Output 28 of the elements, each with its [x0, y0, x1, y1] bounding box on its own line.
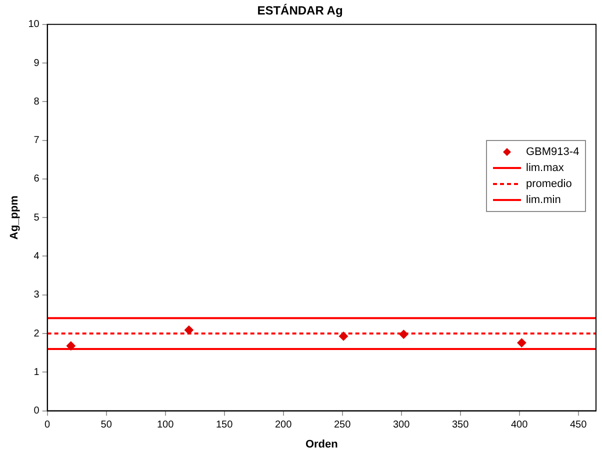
x-tick-label: 400	[510, 420, 528, 431]
y-tick-label: 2	[34, 328, 40, 340]
y-tick-label: 6	[34, 174, 40, 185]
x-axis-title: Orden	[305, 438, 338, 450]
y-tick-label: 3	[34, 290, 40, 301]
y-tick-label: 9	[34, 58, 40, 69]
y-tick-label: 4	[34, 250, 40, 262]
x-tick-label: 100	[156, 420, 174, 431]
x-tick-label: 0	[44, 420, 51, 431]
y-tick-label: 10	[28, 19, 40, 30]
y-tick-label: 8	[34, 96, 40, 108]
x-tick-label: 300	[392, 420, 410, 431]
legend-label: GBM913-4	[526, 146, 580, 158]
legend-label: lim.max	[526, 162, 564, 174]
x-tick-label: 150	[216, 420, 234, 431]
y-tick-label: 7	[34, 135, 40, 146]
y-tick-label: 1	[34, 366, 40, 378]
y-tick-label: 5	[34, 212, 40, 224]
chart-title: ESTÁNDAR Ag	[257, 4, 343, 18]
y-axis-title: Ag_ppm	[8, 195, 21, 240]
x-tick-label: 50	[100, 420, 112, 431]
x-tick-label: 200	[274, 420, 292, 431]
x-tick-label: 250	[334, 420, 352, 431]
legend-label: promedio	[526, 178, 572, 190]
x-tick-label: 450	[570, 420, 588, 431]
x-tick-label: 350	[452, 420, 470, 431]
y-tick-label: 0	[34, 406, 40, 417]
legend-label: lim.min	[526, 194, 561, 206]
